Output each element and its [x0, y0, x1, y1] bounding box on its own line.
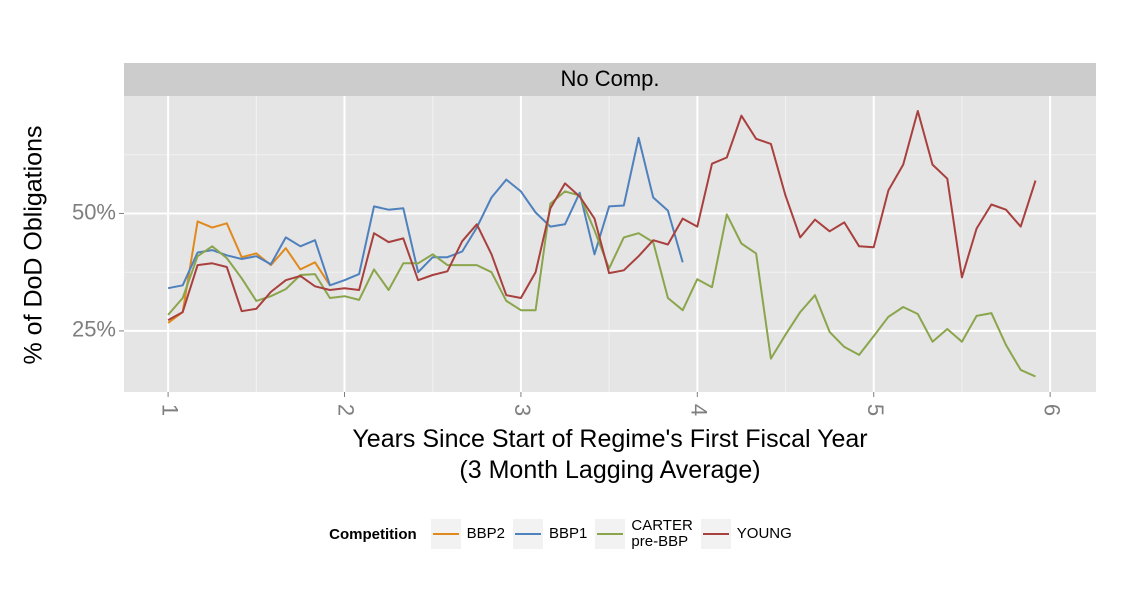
legend-label: YOUNG: [736, 525, 792, 542]
y-tick-label: 50%: [72, 199, 116, 224]
legend-label: BBP2: [466, 525, 506, 542]
panel-label: No Comp.: [560, 66, 659, 91]
legend-item: CARTER pre-BBP: [595, 517, 693, 550]
x-tick-label: 4: [687, 404, 712, 416]
x-tick-label: 1: [157, 404, 182, 416]
series-line: [167, 136, 684, 290]
legend-title: Competition: [329, 525, 417, 543]
series-line: [167, 220, 331, 324]
panel: [124, 96, 1096, 392]
legend-item: BBP2: [430, 519, 506, 549]
legend-swatch: [597, 533, 624, 535]
legend-key: [430, 519, 461, 549]
y-axis-title: % of DoD Obligations: [19, 125, 48, 365]
legend-label: CARTER pre-BBP: [631, 517, 693, 550]
x-tick-label: 2: [334, 404, 359, 416]
legend-key: [513, 519, 544, 549]
legend: Competition BBP2 BBP1 CARTER pre-BBP YOUNG: [0, 518, 1125, 550]
legend-item: YOUNG: [700, 519, 792, 549]
x-tick-label: 3: [510, 404, 535, 416]
x-axis-title: Years Since Start of Regime's First Fisc…: [352, 425, 868, 484]
legend-swatch: [515, 533, 542, 535]
legend-key: [700, 519, 731, 549]
legend-label: BBP1: [549, 525, 588, 542]
legend-key: [595, 519, 626, 549]
legend-swatch: [432, 533, 459, 535]
series-line: [167, 110, 1037, 321]
legend-swatch: [702, 533, 729, 535]
x-tick-label: 5: [863, 404, 888, 416]
y-tick-label: 25%: [72, 317, 116, 342]
x-tick-label: 6: [1039, 404, 1064, 416]
legend-item: BBP1: [513, 519, 587, 549]
strip: [124, 63, 1096, 96]
